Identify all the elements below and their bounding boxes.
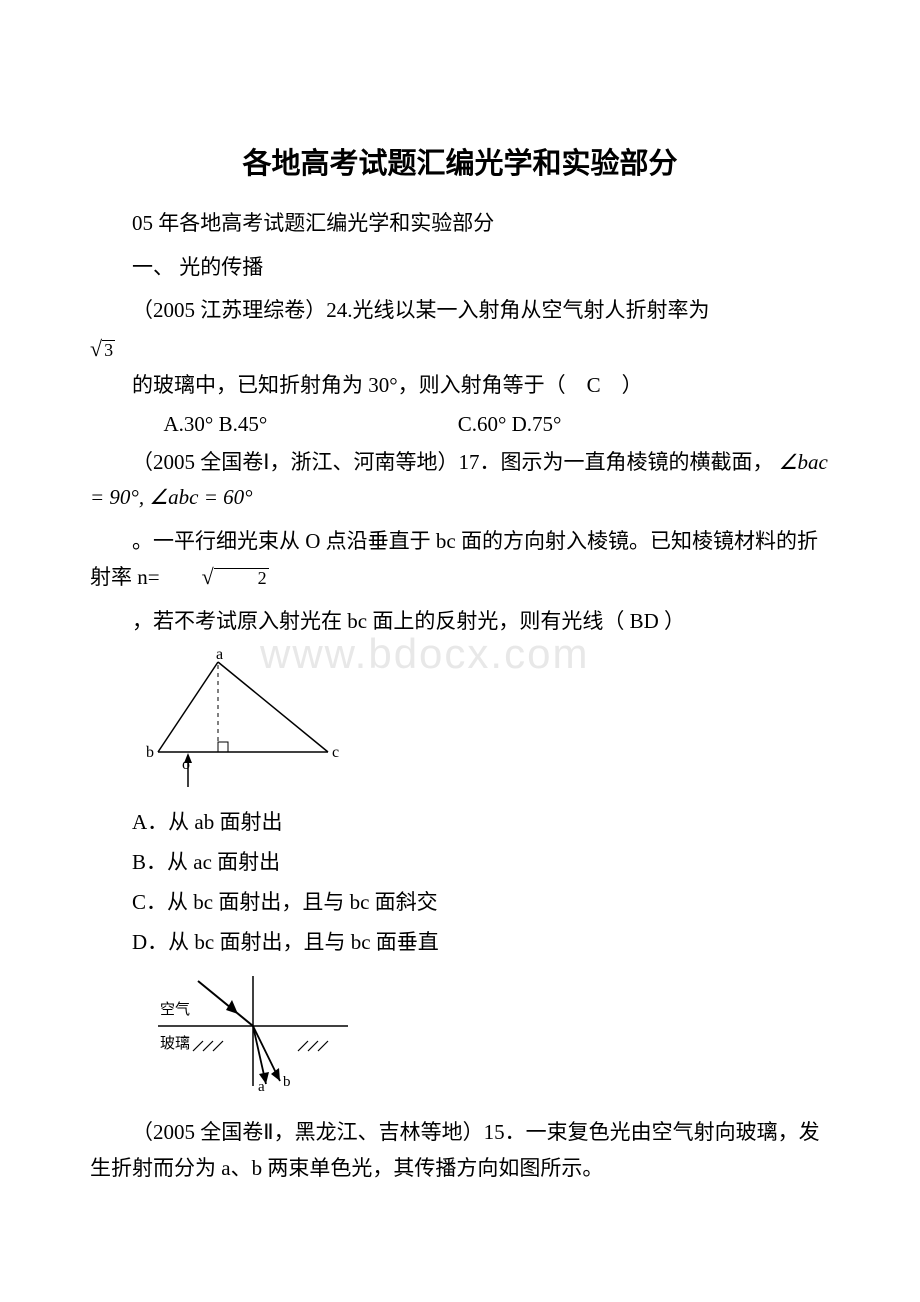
q2-stem-b: 。一平行细光束从 O 点沿垂直于 bc 面的方向射入棱镜。已知棱镜材料的折射率 …: [90, 524, 830, 595]
q1-stem-b: 的玻璃中，已知折射角为 30°，则入射角等于（ C ）: [90, 368, 830, 404]
label-o: o: [182, 756, 190, 773]
label-ray-b: b: [283, 1074, 291, 1090]
intro-line: 05 年各地高考试题汇编光学和实验部分: [90, 206, 830, 242]
q1-options: A.30° B.45° C.60° D.75°: [90, 412, 830, 437]
q2-opt-a: A．从 ab 面射出: [90, 806, 830, 836]
label-c: c: [332, 744, 339, 761]
q1-opts-right: C.60° D.75°: [458, 412, 562, 436]
q1-opts-left: A.30° B.45°: [164, 412, 268, 436]
page-title: 各地高考试题汇编光学和实验部分: [90, 140, 830, 182]
label-glass: 玻璃: [160, 1035, 190, 1052]
label-ray-a: a: [258, 1079, 265, 1095]
label-air: 空气: [160, 1001, 190, 1018]
q2-opt-b: B．从 ac 面射出: [90, 846, 830, 876]
figure-refraction: 空气 玻璃 a b: [138, 966, 830, 1101]
q1-sqrt3: √3: [90, 337, 830, 362]
figure-prism: a b c o: [138, 647, 830, 792]
q2-opt-c: C．从 bc 面射出，且与 bc 面斜交: [90, 886, 830, 916]
q3-stem: （2005 全国卷Ⅱ，黑龙江、吉林等地）15．一束复色光由空气射向玻璃，发生折射…: [90, 1115, 830, 1186]
label-b: b: [146, 744, 154, 761]
section-heading-1: 一、 光的传播: [90, 250, 830, 286]
q2-stem-a-text: （2005 全国卷Ⅰ，浙江、河南等地）17．图示为一直角棱镜的横截面，: [132, 450, 773, 474]
q2-sqrt-body: 2: [214, 568, 269, 589]
q1-sqrt-body: 3: [102, 340, 115, 361]
q2-stem-c: ，若不考试原入射光在 bc 面上的反射光，则有光线（ BD ）: [90, 604, 830, 640]
label-a: a: [216, 647, 223, 663]
q1-stem-a: （2005 江苏理综卷）24.光线以某一入射角从空气射人折射率为: [90, 293, 830, 329]
q2-stem-a: （2005 全国卷Ⅰ，浙江、河南等地）17．图示为一直角棱镜的横截面， ∠bac…: [90, 445, 830, 516]
q2-opt-d: D．从 bc 面射出，且与 bc 面垂直: [90, 926, 830, 956]
